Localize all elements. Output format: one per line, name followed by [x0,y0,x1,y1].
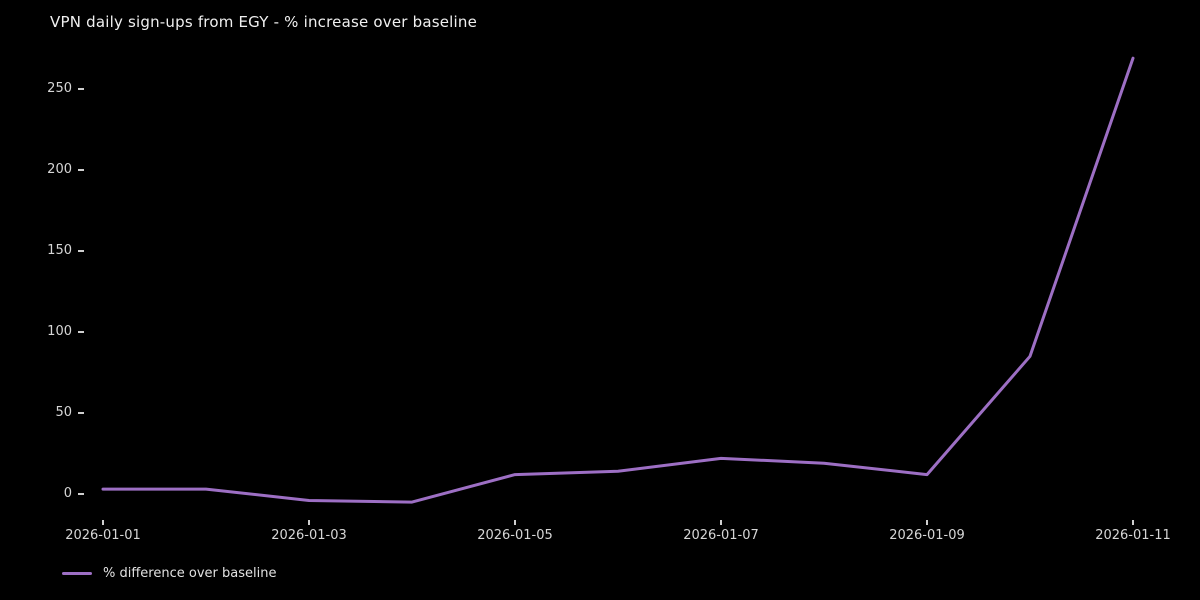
x-tick-label: 2026-01-11 [1095,528,1171,543]
x-tick-label: 2026-01-07 [683,528,759,543]
y-tick-label: 250 [47,81,72,96]
y-tick-label: 50 [55,405,72,420]
x-tick-label: 2026-01-01 [65,528,141,543]
y-tick-mark [78,331,84,333]
x-tick-label: 2026-01-09 [889,528,965,543]
chart-title: VPN daily sign-ups from EGY - % increase… [50,13,478,31]
y-tick-mark [78,412,84,414]
y-tick-mark [78,88,84,90]
x-tick-mark [926,520,928,525]
x-tick-mark [102,520,104,525]
x-tick-label: 2026-01-05 [477,528,553,543]
legend-line-swatch [62,572,92,575]
x-tick-mark [308,520,310,525]
y-tick-mark [78,250,84,252]
x-tick-mark [514,520,516,525]
x-tick-mark [720,520,722,525]
y-tick-label: 200 [47,162,72,177]
y-tick-mark [78,493,84,495]
y-tick-label: 0 [63,486,72,501]
series-line [101,56,1135,504]
x-tick-label: 2026-01-03 [271,528,347,543]
legend-label: % difference over baseline [103,566,277,581]
y-tick-label: 100 [47,324,72,339]
y-tick-mark [78,169,84,171]
legend: % difference over baseline [62,566,276,581]
y-tick-label: 150 [47,243,72,258]
x-tick-mark [1132,520,1134,525]
